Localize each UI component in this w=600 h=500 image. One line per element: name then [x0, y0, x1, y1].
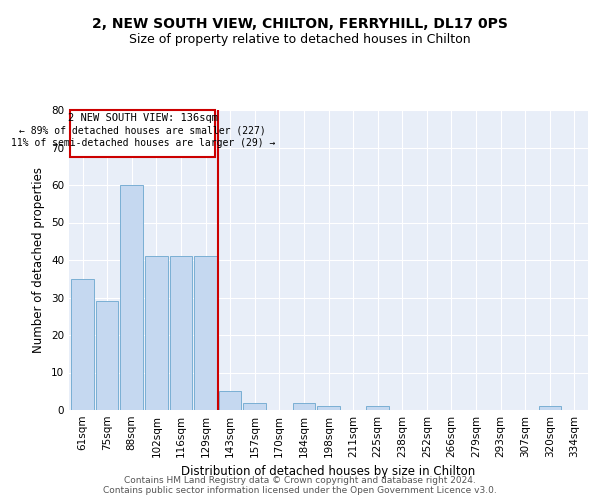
Bar [194, 256, 217, 410]
X-axis label: Distribution of detached houses by size in Chilton: Distribution of detached houses by size … [181, 466, 476, 478]
Bar [219, 391, 241, 410]
Bar [293, 402, 315, 410]
Bar [367, 406, 389, 410]
Text: Contains public sector information licensed under the Open Government Licence v3: Contains public sector information licen… [103, 486, 497, 495]
Bar [317, 406, 340, 410]
Bar [244, 402, 266, 410]
Text: 2 NEW SOUTH VIEW: 136sqm: 2 NEW SOUTH VIEW: 136sqm [68, 114, 218, 123]
Bar [539, 406, 561, 410]
Text: 2, NEW SOUTH VIEW, CHILTON, FERRYHILL, DL17 0PS: 2, NEW SOUTH VIEW, CHILTON, FERRYHILL, D… [92, 18, 508, 32]
Bar [170, 256, 192, 410]
Bar [121, 185, 143, 410]
Bar [96, 301, 118, 410]
FancyBboxPatch shape [70, 110, 215, 157]
Bar [145, 256, 167, 410]
Bar [71, 279, 94, 410]
Y-axis label: Number of detached properties: Number of detached properties [32, 167, 46, 353]
Text: 11% of semi-detached houses are larger (29) →: 11% of semi-detached houses are larger (… [11, 138, 275, 148]
Text: ← 89% of detached houses are smaller (227): ← 89% of detached houses are smaller (22… [19, 126, 266, 136]
Text: Contains HM Land Registry data © Crown copyright and database right 2024.: Contains HM Land Registry data © Crown c… [124, 476, 476, 485]
Text: Size of property relative to detached houses in Chilton: Size of property relative to detached ho… [129, 32, 471, 46]
